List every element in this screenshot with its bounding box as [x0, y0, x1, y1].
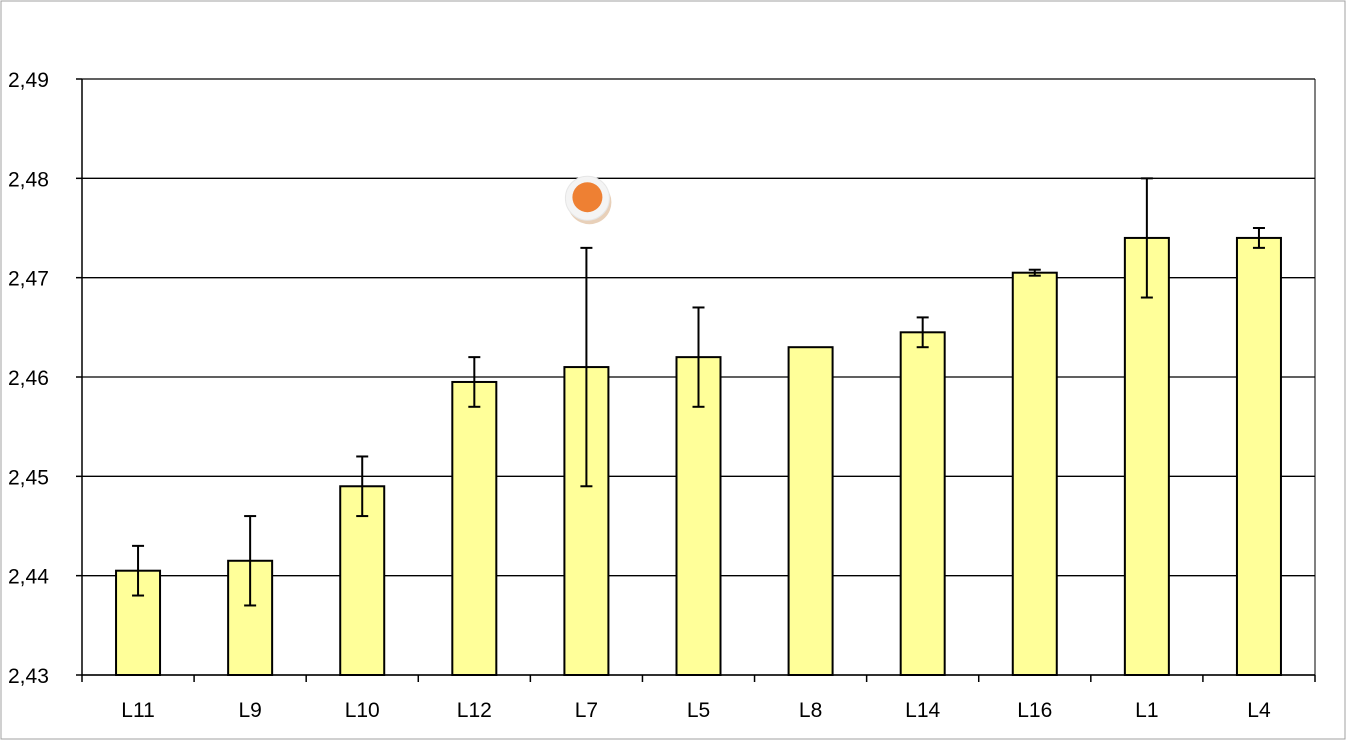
- x-tick-label: L11: [121, 699, 154, 722]
- x-tick-label: L9: [238, 699, 261, 722]
- y-tick-label: 2,47: [8, 268, 49, 291]
- error-bars: [132, 177, 1265, 607]
- error-bar-l4: [1252, 227, 1265, 249]
- y-tick-label: 2,46: [8, 367, 49, 390]
- error-bar-l10: [356, 455, 369, 518]
- x-tick-label: L5: [687, 699, 710, 722]
- bar-l12: [451, 380, 498, 676]
- highlight-marker: [564, 175, 612, 225]
- x-tick-label: L1: [1135, 699, 1158, 722]
- bar-l14: [899, 331, 946, 676]
- x-tick-labels: L11 L9 L10 L12 L7 L5 L8 L14 L16 L1 L4: [121, 699, 1271, 722]
- y-tick-label: 2,48: [8, 168, 49, 191]
- error-bar-l16: [1028, 268, 1041, 277]
- y-tick-label: 2,45: [8, 466, 49, 489]
- x-tick-label: L16: [1017, 699, 1052, 722]
- error-bar-l9: [244, 515, 257, 607]
- y-tick-label: 2,49: [8, 69, 49, 92]
- marker-point: [564, 175, 612, 225]
- axes: [76, 78, 1316, 682]
- bar-l1: [1123, 236, 1170, 677]
- bar-l8: [787, 346, 834, 676]
- error-bar-l7: [580, 246, 593, 488]
- y-tick-labels: 2,43 2,44 2,45 2,46 2,47 2,48 2,49: [8, 69, 49, 688]
- error-bar-l11: [132, 544, 145, 597]
- x-tick-label: L4: [1247, 699, 1271, 722]
- error-bar-l12: [468, 356, 481, 408]
- bar-l5: [675, 356, 722, 676]
- x-tick-label: L7: [575, 699, 598, 722]
- x-tick-label: L10: [345, 699, 380, 722]
- error-bar-l5: [692, 306, 705, 408]
- bar-l4: [1235, 236, 1282, 677]
- y-tick-label: 2,44: [8, 566, 49, 589]
- bar-l16: [1011, 271, 1058, 676]
- x-tick-label: L14: [905, 699, 940, 722]
- y-tick-label: 2,43: [8, 665, 49, 688]
- x-tick-label: L8: [799, 699, 822, 722]
- x-tick-label: L12: [457, 699, 492, 722]
- error-bar-l1: [1140, 177, 1153, 299]
- error-bar-l14: [916, 316, 929, 349]
